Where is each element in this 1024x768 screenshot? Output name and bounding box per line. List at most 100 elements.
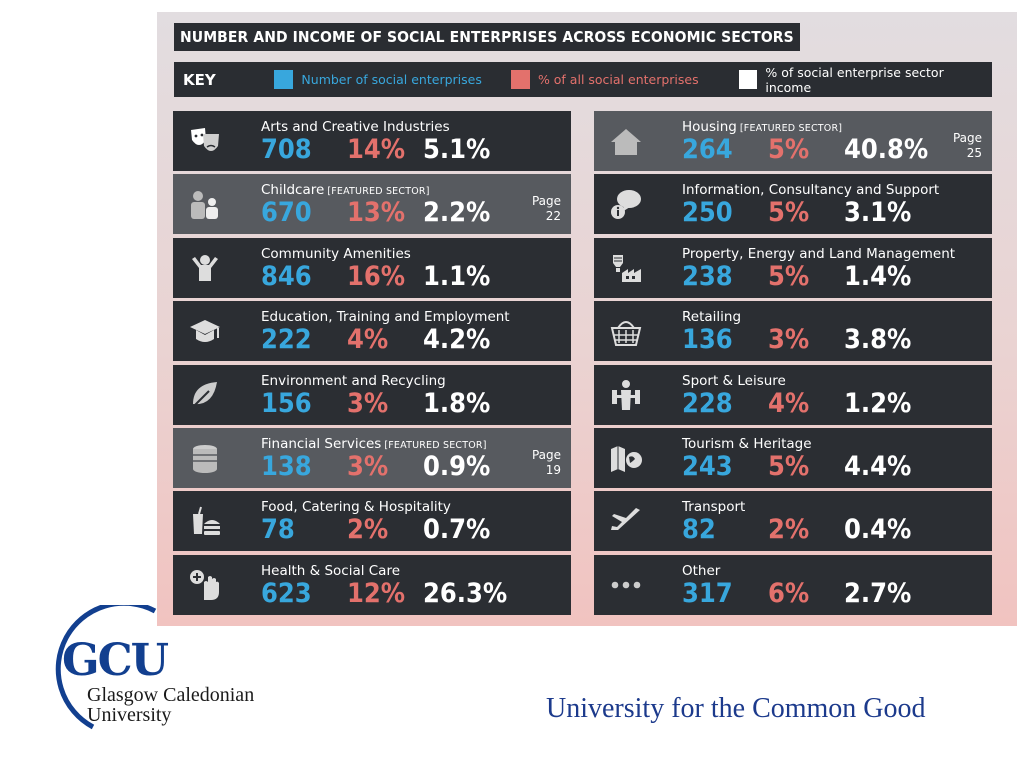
sector-name-text: Childcare [261,182,325,199]
sector-count: 623 [261,577,312,609]
key-legend: KEY Number of social enterprises % of al… [174,62,992,97]
sector-row: Retailing 136 3% 3.8% [594,301,992,362]
sector-count: 136 [682,324,733,356]
coin-stack-icon [187,441,223,475]
title-bar: NUMBER AND INCOME OF SOCIAL ENTERPRISES … [174,23,800,51]
sector-share: 12% [347,577,406,609]
key-text-share: % of all social enterprises [537,72,699,87]
sector-income: 2.2% [423,197,491,229]
key-swatch-count [274,70,294,89]
graduation-cap-icon [187,314,223,348]
sector-income: 1.4% [844,260,912,292]
sector-name: Arts and Creative Industries [261,119,450,135]
page-reference: Page 19 [532,448,561,478]
sector-row: Arts and Creative Industries 708 14% 5.1% [173,111,571,171]
house-icon [608,124,644,158]
logo-arc-icon [55,605,157,730]
sector-row: Community Amenities 846 16% 1.1% [173,237,571,298]
logo-university-name: Glasgow Caledonian University [87,685,254,725]
sector-name-text: Health & Social Care [261,562,401,579]
sector-income: 5.1% [423,134,491,165]
sector-share: 5% [768,450,810,482]
ellipsis-icon [608,568,644,602]
sector-name-text: Transport [682,499,746,516]
sector-name-text: Sport & Leisure [682,372,786,389]
logo-name-line2: University [87,704,172,726]
key-swatch-share [510,70,530,89]
sector-count: 222 [261,324,312,356]
sector-name-text: Retailing [682,309,742,326]
sector-column-right: Housing [FEATURED SECTOR] 264 5% 40.8% Page 25… [594,111,992,618]
sector-name: Transport [682,499,745,515]
page-number: 19 [545,462,561,477]
sector-income: 1.1% [423,260,491,292]
sector-share: 14% [347,134,406,165]
sector-share: 6% [768,577,810,609]
key-item-share: % of all social enterprises [510,70,739,89]
sector-share: 4% [768,387,810,419]
sector-name: Information, Consultancy and Support [682,182,939,198]
sector-count: 264 [682,134,733,165]
sector-count: 78 [261,514,295,546]
sector-count: 250 [682,197,733,229]
sector-income: 0.7% [423,514,491,546]
sector-name-text: Financial Services [261,435,382,452]
sector-share: 3% [347,450,389,482]
sector-income: 4.4% [844,450,912,482]
sector-share: 5% [768,134,810,165]
tagline: University for the Common Good [546,693,926,724]
sector-column-left: Arts and Creative Industries 708 14% 5.1% Ch… [173,111,571,618]
sector-name-text: Food, Catering & Hospitality [261,499,451,516]
sector-name: Environment and Recycling [261,373,446,389]
sector-name-text: Education, Training and Employment [261,309,510,326]
sector-name-text: Other [682,562,721,579]
sector-row: Sport & Leisure 228 4% 1.2% [594,364,992,425]
page-reference: Page 25 [953,131,982,161]
sector-row: Childcare [FEATURED SECTOR] 670 13% 2.2% Page… [173,174,571,235]
sector-count: 228 [682,387,733,419]
person-arms-up-icon [187,251,223,285]
sector-row: Property, Energy and Land Management 238 5… [594,237,992,298]
sector-row: Transport 82 2% 0.4% [594,491,992,552]
sector-name-text: Community Amenities [261,245,411,262]
sector-name: Childcare [FEATURED SECTOR] [261,182,430,198]
sector-share: 16% [347,260,406,292]
key-item-income: % of social enterprise sector income [738,65,992,95]
sector-income: 2.7% [844,577,912,609]
key-text-count: Number of social enterprises [301,72,482,87]
parent-child-icon [187,187,223,221]
featured-sector-tag: [FEATURED SECTOR] [384,439,487,451]
sector-row: Education, Training and Employment 222 4% 4… [173,301,571,362]
sector-name: Financial Services [FEATURED SECTOR] [261,436,487,452]
sector-count: 243 [682,450,733,482]
sector-name: Retailing [682,309,741,325]
sector-share: 13% [347,197,406,229]
sector-name-text: Tourism & Heritage [682,435,812,452]
map-globe-icon [608,441,644,475]
sector-name-text: Arts and Creative Industries [261,119,450,135]
sector-name: Food, Catering & Hospitality [261,499,451,515]
sector-row: Financial Services [FEATURED SECTOR] 138 3%… [173,427,571,488]
page-label: Page [531,194,561,209]
sector-name-text: Property, Energy and Land Management [682,245,956,262]
sector-name-text: Housing [682,119,737,135]
sector-income: 3.8% [844,324,912,356]
sector-income: 0.4% [844,514,912,546]
sector-share: 2% [768,514,810,546]
sector-income: 26.3% [423,577,508,609]
sector-income: 1.8% [423,387,491,419]
page-reference: Page 22 [532,194,561,224]
airplane-icon [608,504,644,538]
page-number: 22 [545,209,561,224]
sector-row: Information, Consultancy and Support 250 5… [594,174,992,235]
featured-sector-tag: [FEATURED SECTOR] [739,123,843,134]
sector-income: 40.8% [844,134,929,165]
sector-name-text: Information, Consultancy and Support [682,182,940,199]
infographic-title: NUMBER AND INCOME OF SOCIAL ENTERPRISES … [180,28,794,46]
sector-row: Other 317 6% 2.7% [594,554,992,615]
logo-name-line1: Glasgow Caledonian [87,684,255,706]
sector-name: Sport & Leisure [682,373,786,389]
sector-share: 5% [768,260,810,292]
sector-name: Tourism & Heritage [682,436,812,452]
sector-count: 82 [682,514,716,546]
